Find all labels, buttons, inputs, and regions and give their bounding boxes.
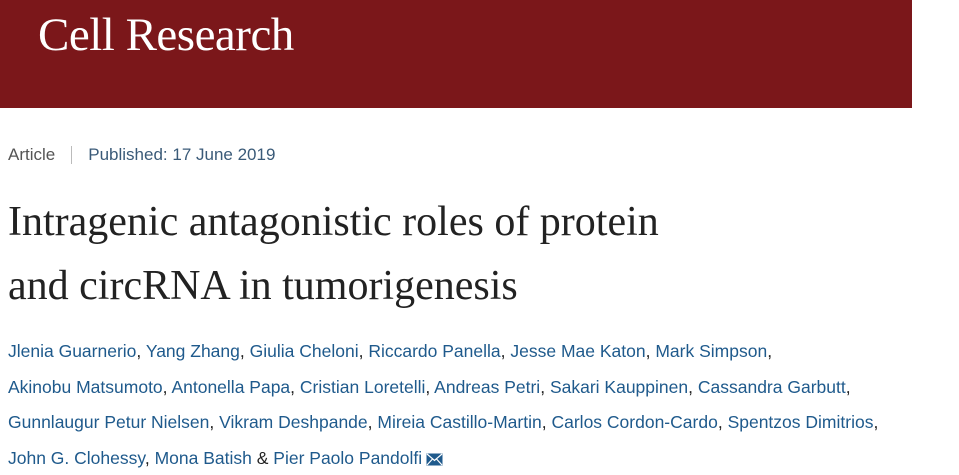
author-name[interactable]: Jesse Mae Katon <box>510 341 646 361</box>
author-name[interactable]: Pier Paolo Pandolfi <box>273 448 443 468</box>
separator: , <box>290 376 296 397</box>
article-title: Intragenic antagonistic roles of protein… <box>8 190 659 318</box>
separator: , <box>541 412 547 432</box>
separator: , <box>717 412 723 432</box>
separator: , <box>540 376 546 397</box>
published-label: Published: <box>88 145 168 164</box>
separator: , <box>873 412 879 432</box>
published-date: 17 June 2019 <box>172 145 276 164</box>
author-name[interactable]: Mark Simpson <box>655 341 768 361</box>
journal-name[interactable]: Cell Research <box>38 9 294 61</box>
separator: , <box>144 447 150 468</box>
author-name[interactable]: Riccardo Panella <box>368 341 501 361</box>
author-name[interactable]: John G. Clohessy <box>8 447 145 468</box>
separator: , <box>767 341 773 361</box>
author-name[interactable]: Cristian Loretelli <box>299 376 426 397</box>
separator: , <box>239 341 245 361</box>
separator: , <box>425 376 431 397</box>
separator: , <box>209 412 215 432</box>
author-name[interactable]: Akinobu Matsumoto <box>8 376 163 397</box>
separator: , <box>500 341 506 361</box>
separator: , <box>367 412 373 432</box>
separator: , <box>136 341 142 361</box>
email-icon[interactable] <box>426 453 443 466</box>
title-line: and circRNA in tumorigenesis <box>8 263 518 309</box>
author-name[interactable]: Vikram Deshpande <box>219 412 368 432</box>
author-name[interactable]: Andreas Petri <box>434 376 541 397</box>
author-name[interactable]: Yang Zhang <box>145 341 240 361</box>
author-name[interactable]: Mona Batish <box>154 447 252 468</box>
author-name[interactable]: Mireia Castillo-Martin <box>377 412 542 432</box>
author-name[interactable]: Carlos Cordon-Cardo <box>551 412 718 432</box>
separator: , <box>162 376 168 397</box>
title-line: Intragenic antagonistic roles of protein <box>8 199 659 245</box>
author-name[interactable]: Sakari Kauppinen <box>549 376 689 397</box>
article-meta: Article Published: 17 June 2019 <box>8 145 275 165</box>
author-name[interactable]: Giulia Cheloni <box>249 341 359 361</box>
separator: , <box>645 341 651 361</box>
separator: , <box>845 376 851 397</box>
author-name[interactable]: Cassandra Garbutt <box>697 376 846 397</box>
article-type: Article <box>8 145 56 164</box>
author-name[interactable]: Jlenia Guarnerio <box>8 341 137 361</box>
divider <box>71 146 73 164</box>
separator: , <box>358 341 364 361</box>
header-bar: Cell Research <box>0 0 912 108</box>
author-list: Jlenia Guarnerio, Yang Zhang, Giulia Che… <box>8 334 908 475</box>
author-name[interactable]: Antonella Papa <box>171 376 291 397</box>
author-name[interactable]: Gunnlaugur Petur Nielsen <box>8 412 210 432</box>
conjunction: & <box>256 447 269 468</box>
author-name[interactable]: Spentzos Dimitrios <box>727 412 874 432</box>
separator: , <box>688 376 693 397</box>
